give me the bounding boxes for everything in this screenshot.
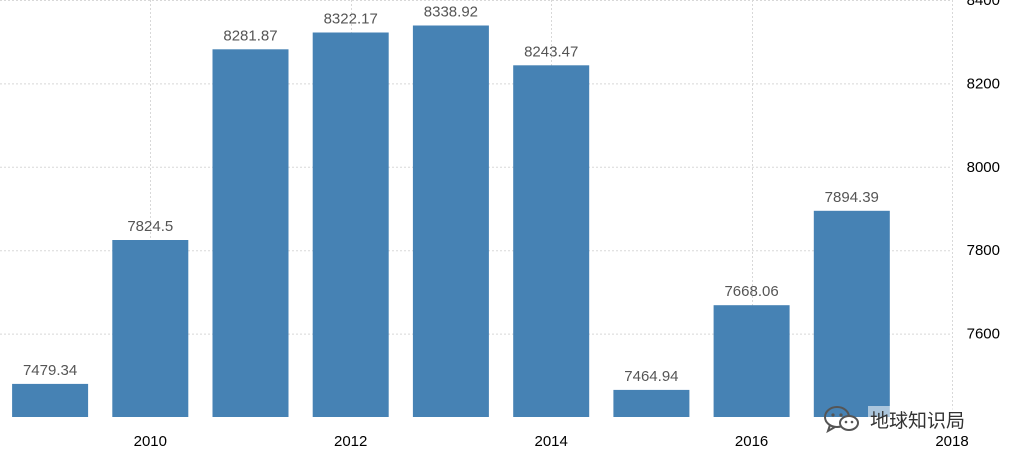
bar-2013 [412, 25, 489, 417]
bars [12, 25, 890, 418]
bar-2010 [112, 240, 189, 417]
data-label-2015: 7464.94 [624, 368, 678, 385]
data-label-2013: 8338.92 [424, 4, 478, 21]
y-tick-label: 8400 [967, 0, 1000, 9]
y-tick-label: 8200 [967, 75, 1000, 92]
bar-2016 [713, 305, 790, 417]
y-tick-label: 8000 [967, 159, 1000, 176]
y-axis-ticks: 7600 7800 8000 8200 8400 [967, 0, 1000, 343]
x-axis-ticks: 2010 2012 2014 2016 2018 [134, 433, 969, 450]
x-tick-label: 2014 [535, 433, 568, 450]
data-labels: 7479.34 7824.5 8281.87 8322.17 8338.92 8243.4… [23, 4, 879, 385]
bar-2009 [12, 383, 89, 417]
bar-2015 [613, 389, 690, 417]
x-tick-label: 2016 [735, 433, 768, 450]
x-tick-label: 2012 [334, 433, 367, 450]
x-tick-label: 2018 [935, 433, 968, 450]
wechat-icon [824, 406, 859, 434]
x-tick-label: 2010 [134, 433, 167, 450]
bar-2011 [212, 49, 289, 418]
data-label-2017: 7894.39 [825, 189, 879, 206]
bar-2017 [813, 210, 890, 417]
data-label-2012: 8322.17 [324, 11, 378, 28]
y-tick-label: 7800 [967, 242, 1000, 259]
bar-2014 [513, 65, 590, 418]
watermark-text: 地球知识局 [868, 405, 968, 433]
y-tick-label: 7600 [967, 326, 1000, 343]
data-label-2014: 8243.47 [524, 43, 578, 60]
watermark: 地球知识局 [822, 404, 968, 434]
bar-2012 [312, 32, 389, 417]
data-label-2009: 7479.34 [23, 362, 77, 379]
data-label-2011: 8281.87 [223, 27, 277, 44]
data-label-2016: 7668.06 [724, 283, 778, 300]
data-label-2010: 7824.5 [127, 218, 173, 235]
